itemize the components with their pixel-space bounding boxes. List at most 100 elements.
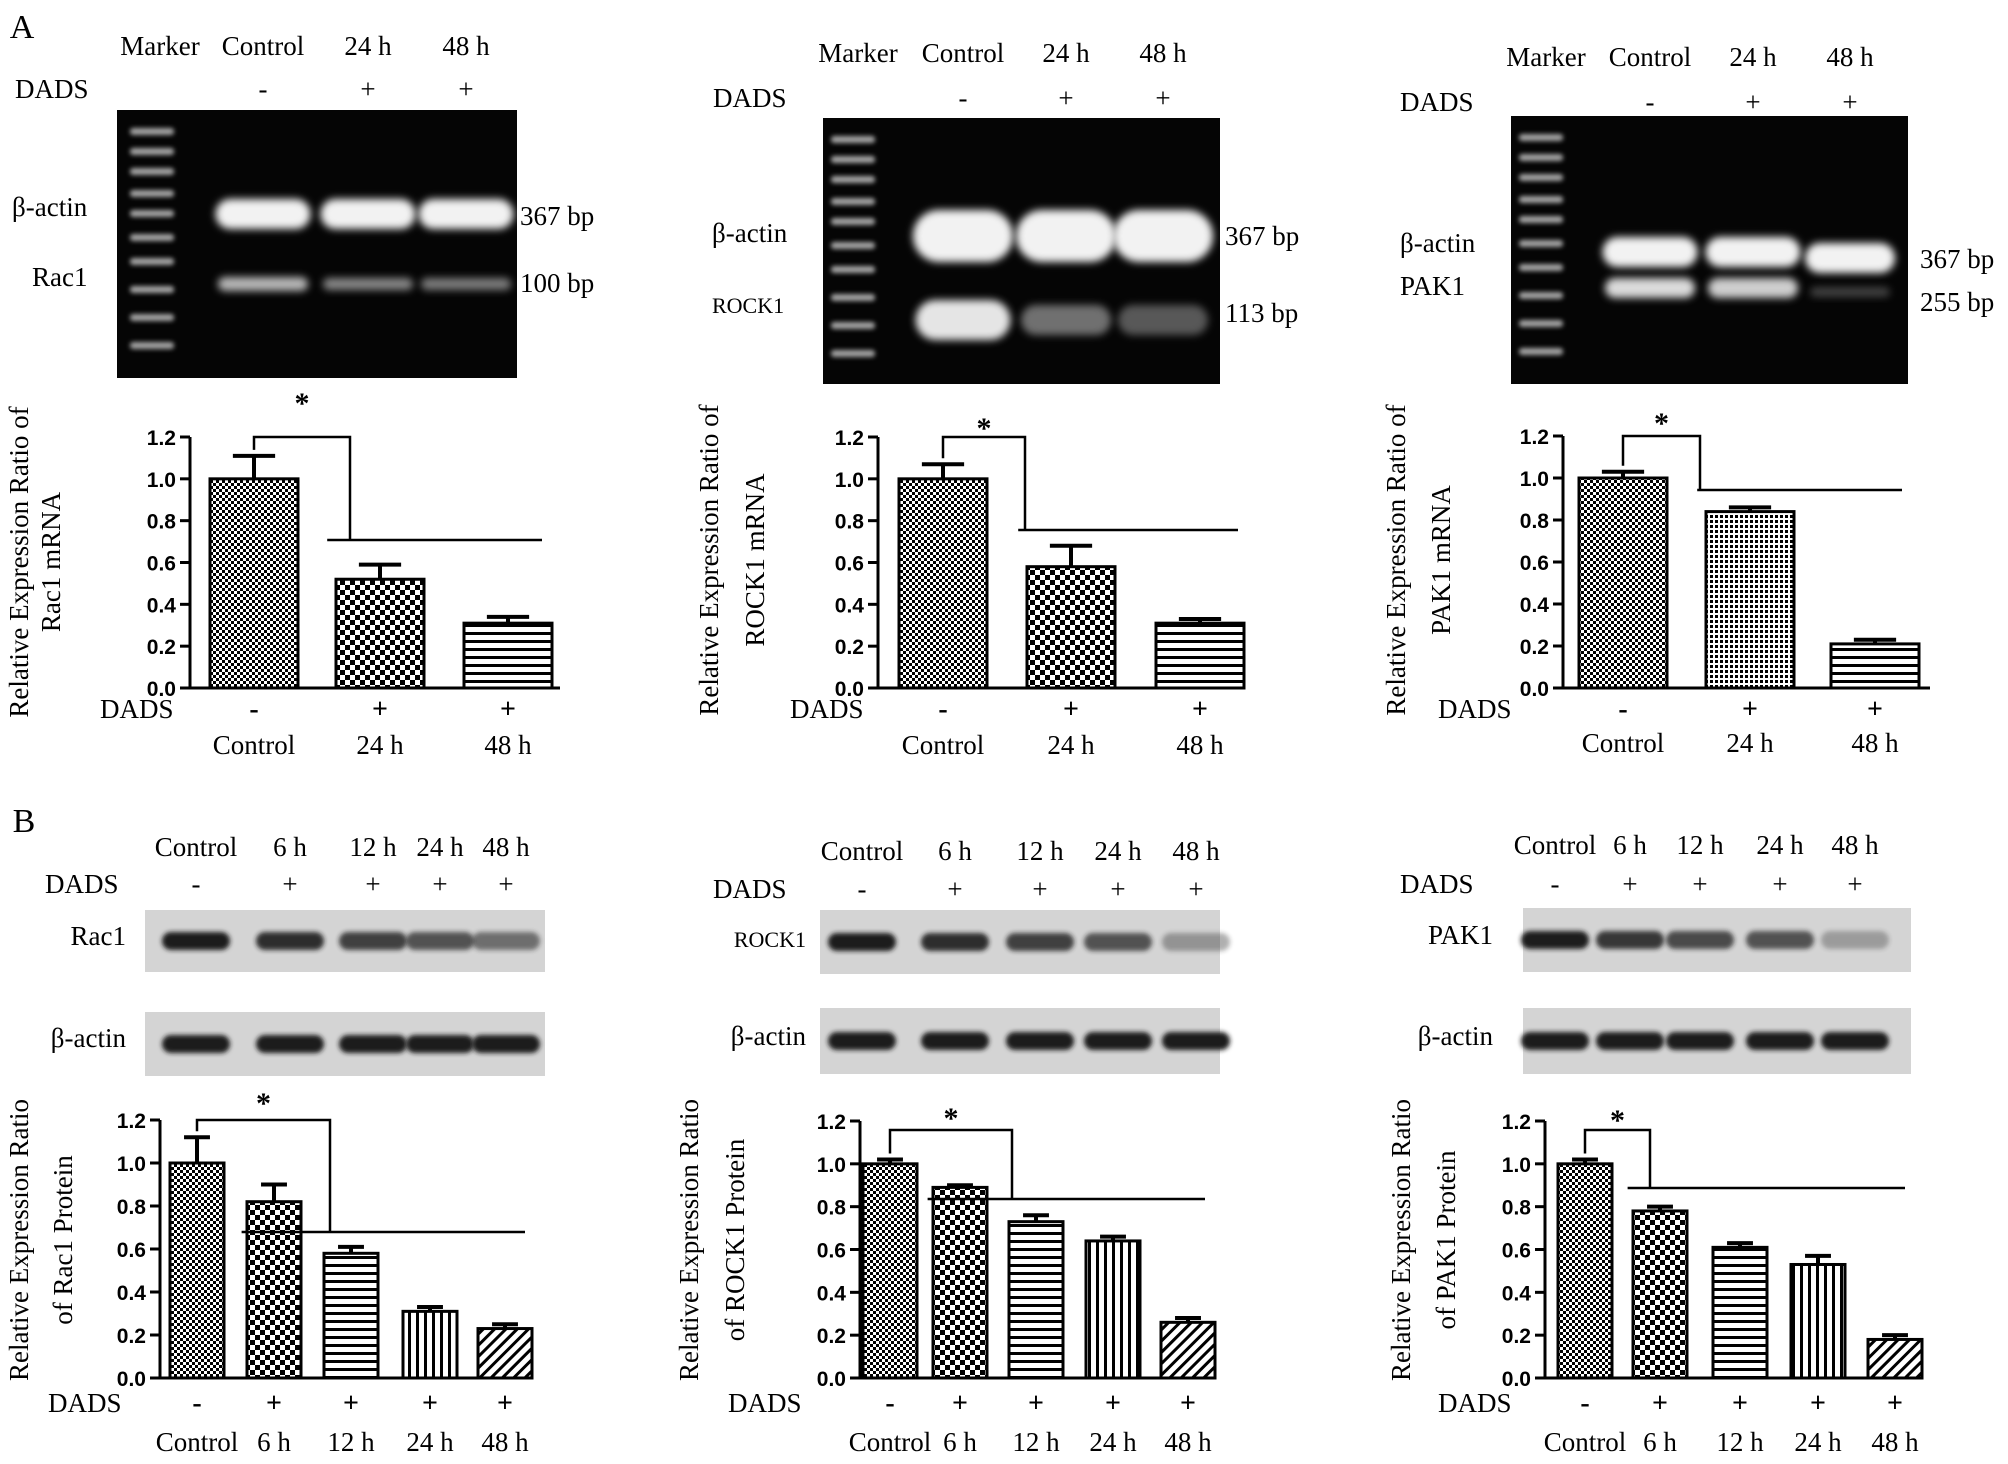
blot-protein-band — [1666, 931, 1734, 949]
blot-protein-band — [1596, 931, 1664, 949]
bar-chart: 0.0 0.2 0.4 0.6 0.8 1.0 1.2 Relative Expression… — [1386, 1099, 1924, 1457]
significance-bracket — [1583, 1128, 1652, 1188]
significance-bracket — [252, 435, 352, 540]
gel-lane-header: 48 h — [1139, 38, 1187, 68]
western-blot-panel: Control 6 h 12 h 24 h 48 h DADS - + + + + PAK1 β-act… — [1400, 830, 1911, 1074]
gel-sample-band — [1708, 278, 1798, 298]
gel-sample-band — [1810, 287, 1890, 297]
y-tick-label: 0.6 — [1520, 552, 1549, 575]
gel-sample-band — [1805, 243, 1895, 273]
blot-protein-band — [828, 933, 896, 951]
gel-marker-band — [1519, 134, 1563, 141]
chart-dads-sign: + — [1652, 1388, 1668, 1419]
y-tick-label: 0.2 — [117, 1325, 146, 1348]
x-category-label: 12 h — [1716, 1427, 1764, 1457]
gel-sample-band — [1605, 278, 1695, 298]
y-tick-label: 1.0 — [817, 1154, 846, 1177]
gel-lane-header: Marker — [120, 31, 199, 61]
x-category-label: 6 h — [943, 1427, 977, 1457]
y-tick-label: 1.2 — [1520, 426, 1549, 449]
bar — [1866, 1337, 1924, 1380]
gel-lane-header: Control — [1609, 42, 1692, 72]
blot-protein-band — [1084, 1032, 1152, 1050]
gel-marker-band — [130, 128, 174, 135]
blot-protein-band — [162, 1035, 230, 1053]
bar — [1711, 1245, 1769, 1380]
blot-protein-band — [472, 932, 540, 950]
y-axis-label: of Rac1 Protein — [48, 1155, 78, 1325]
gel-marker-band — [130, 168, 174, 175]
y-tick-label: 0.8 — [817, 1197, 847, 1220]
x-category-label: 24 h — [1089, 1427, 1137, 1457]
chart-dads-sign: + — [1192, 694, 1208, 725]
gel-dads-label: DADS — [713, 83, 787, 113]
gel-marker-band — [831, 136, 875, 143]
gel-lane-header: 24 h — [1042, 38, 1090, 68]
gel-dads-sign: + — [1842, 87, 1857, 117]
x-category-label: Control — [849, 1427, 932, 1457]
blot-lane-header: 12 h — [349, 832, 397, 862]
chart-dads-sign: + — [1742, 694, 1758, 725]
x-category-label: 6 h — [257, 1427, 291, 1457]
y-tick-label: 0.2 — [1502, 1325, 1531, 1348]
gel-marker-band — [1519, 292, 1563, 299]
significance-marker: * — [1610, 1104, 1625, 1137]
y-tick-label: 0.4 — [1520, 594, 1550, 617]
y-tick-label: 1.2 — [835, 427, 864, 450]
y-tick-label: 0.0 — [117, 1368, 146, 1391]
chart-dads-label: DADS — [790, 694, 864, 724]
x-category-label: 48 h — [1871, 1427, 1919, 1457]
x-category-label: 48 h — [481, 1427, 529, 1457]
blot-protein-band — [1746, 1032, 1814, 1050]
chart-dads-sign: + — [952, 1388, 968, 1419]
gel-sample-band — [1021, 305, 1111, 335]
gel-marker-band — [130, 342, 174, 349]
chart-dads-sign: + — [343, 1388, 359, 1419]
y-tick-label: 0.2 — [147, 636, 176, 659]
gel-marker-band — [130, 258, 174, 265]
chart-dads-sign: + — [497, 1388, 513, 1419]
y-tick-label: 1.2 — [1502, 1111, 1531, 1134]
chart-dads-label: DADS — [100, 694, 174, 724]
gel-lane-header: 24 h — [344, 31, 392, 61]
gel-marker-band — [1519, 216, 1563, 223]
bar — [1154, 621, 1246, 690]
gel-band-label: β-actin — [712, 218, 788, 248]
bar — [462, 621, 554, 690]
gel-marker-band — [130, 190, 174, 197]
bar — [401, 1309, 459, 1380]
y-axis-label: Rac1 mRNA — [36, 491, 66, 632]
gel-lane-header: 48 h — [1826, 42, 1874, 72]
y-axis-label: ROCK1 mRNA — [740, 473, 770, 647]
chart-dads-label: DADS — [1438, 1388, 1512, 1418]
gel-dads-label: DADS — [15, 74, 89, 104]
x-category-label: 24 h — [356, 730, 404, 760]
y-tick-label: 0.8 — [835, 511, 865, 534]
gel-marker-band — [130, 210, 174, 217]
bar-chart: 0.0 0.2 0.4 0.6 0.8 1.0 1.2 Relative Expression… — [4, 1087, 534, 1457]
gel-marker-band — [831, 242, 875, 249]
gel-lane-header: Control — [922, 38, 1005, 68]
blot-dads-label: DADS — [1400, 869, 1474, 899]
chart-dads-sign: - — [192, 1388, 201, 1419]
gel-dads-sign: + — [1058, 83, 1073, 113]
blot-lane-header: 6 h — [1613, 830, 1647, 860]
blot-protein-band — [339, 1035, 407, 1053]
y-axis-label: PAK1 mRNA — [1426, 485, 1456, 635]
blot-lane-header: 24 h — [416, 832, 464, 862]
gel-marker-band — [831, 218, 875, 225]
bar — [1631, 1209, 1689, 1380]
bar — [897, 477, 989, 690]
rt-pcr-gel-panel: Marker Control 24 h 48 h DADS - + + β-actin Rac1 3… — [12, 31, 594, 378]
bar — [1007, 1220, 1065, 1380]
x-category-label: Control — [156, 1427, 239, 1457]
gel-dads-sign: + — [1155, 83, 1170, 113]
x-category-label: Control — [1544, 1427, 1627, 1457]
gel-dads-sign: + — [360, 74, 375, 104]
chart-dads-label: DADS — [48, 1388, 122, 1418]
gel-sample-band — [421, 278, 511, 290]
chart-dads-sign: - — [1580, 1388, 1589, 1419]
blot-protein-band — [162, 932, 230, 950]
x-category-label: 12 h — [1012, 1427, 1060, 1457]
